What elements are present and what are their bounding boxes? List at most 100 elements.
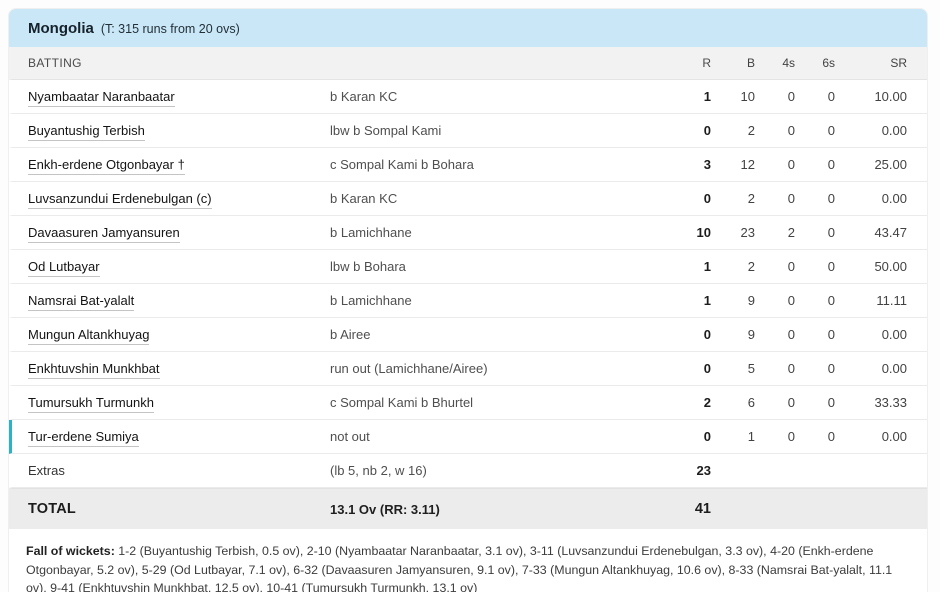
dismissal-text: c Sompal Kami b Bohara bbox=[330, 157, 474, 172]
team-name: Mongolia bbox=[28, 19, 94, 37]
batter-name-cell: Luvsanzundui Erdenebulgan (c) bbox=[28, 191, 330, 209]
batter-row: Davaasuren Jamyansuren b Lamichhane 10 2… bbox=[9, 216, 927, 250]
sixes-value: 0 bbox=[827, 293, 835, 308]
balls-value: 6 bbox=[747, 395, 755, 410]
scorecard-innings-card: Mongolia (T: 315 runs from 20 ovs) BATTI… bbox=[8, 8, 928, 592]
runs-value: 1 bbox=[703, 89, 711, 104]
balls-value: 1 bbox=[747, 429, 755, 444]
column-header-sixes: 6s bbox=[822, 56, 835, 70]
sixes-value: 0 bbox=[827, 429, 835, 444]
strike-rate-value: 50.00 bbox=[874, 259, 907, 274]
strike-rate-value: 10.00 bbox=[874, 89, 907, 104]
fours-value: 2 bbox=[787, 225, 795, 240]
balls-value: 2 bbox=[747, 123, 755, 138]
batter-name-link[interactable]: Tumursukh Turmunkh bbox=[28, 395, 154, 413]
fall-of-wickets-text: 1-2 (Buyantushig Terbish, 0.5 ov), 2-10 … bbox=[26, 544, 893, 592]
balls-value: 2 bbox=[747, 259, 755, 274]
batter-row: Namsrai Bat-yalalt b Lamichhane 1 9 0 0 … bbox=[9, 284, 927, 318]
balls-value: 9 bbox=[747, 293, 755, 308]
batter-name-cell: Tur-erdene Sumiya bbox=[28, 429, 330, 447]
strike-rate-value: 0.00 bbox=[881, 361, 907, 376]
runs-value: 2 bbox=[703, 395, 711, 410]
batter-row: Enkhtuvshin Munkhbat run out (Lamichhane… bbox=[9, 352, 927, 386]
strike-rate-value: 43.47 bbox=[874, 225, 907, 240]
column-header-runs: R bbox=[702, 56, 711, 70]
runs-value: 0 bbox=[703, 429, 711, 444]
runs-value: 0 bbox=[703, 361, 711, 376]
runs-value: 3 bbox=[703, 157, 711, 172]
strike-rate-value: 0.00 bbox=[881, 327, 907, 342]
batter-row: Enkh-erdene Otgonbayar † c Sompal Kami b… bbox=[9, 148, 927, 182]
runs-value: 1 bbox=[703, 259, 711, 274]
column-header-balls: B bbox=[746, 56, 755, 70]
fours-value: 0 bbox=[787, 293, 795, 308]
fours-value: 0 bbox=[787, 327, 795, 342]
balls-value: 9 bbox=[747, 327, 755, 342]
balls-value: 10 bbox=[740, 89, 755, 104]
dismissal-text: run out (Lamichhane/Airee) bbox=[330, 361, 488, 376]
batter-row: Tumursukh Turmunkh c Sompal Kami b Bhurt… bbox=[9, 386, 927, 420]
batter-name-cell: Tumursukh Turmunkh bbox=[28, 395, 330, 413]
batter-name-link[interactable]: Tur-erdene Sumiya bbox=[28, 429, 139, 447]
dismissal-text: b Lamichhane bbox=[330, 225, 412, 240]
batter-row: Buyantushig Terbish lbw b Sompal Kami 0 … bbox=[9, 114, 927, 148]
batter-name-link[interactable]: Buyantushig Terbish bbox=[28, 123, 145, 141]
balls-value: 12 bbox=[740, 157, 755, 172]
batter-name-link[interactable]: Enkh-erdene Otgonbayar † bbox=[28, 157, 185, 175]
balls-value: 23 bbox=[740, 225, 755, 240]
fours-value: 0 bbox=[787, 259, 795, 274]
batter-row: Od Lutbayar lbw b Bohara 1 2 0 0 50.00 bbox=[9, 250, 927, 284]
dismissal-text: c Sompal Kami b Bhurtel bbox=[330, 395, 474, 410]
runs-value: 1 bbox=[703, 293, 711, 308]
sixes-value: 0 bbox=[827, 259, 835, 274]
extras-row: Extras (lb 5, nb 2, w 16) 23 bbox=[9, 454, 927, 488]
strike-rate-value: 0.00 bbox=[881, 429, 907, 444]
strike-rate-value: 0.00 bbox=[881, 191, 907, 206]
batter-name-cell: Buyantushig Terbish bbox=[28, 123, 330, 141]
extras-detail: (lb 5, nb 2, w 16) bbox=[330, 463, 427, 478]
fours-value: 0 bbox=[787, 89, 795, 104]
batter-name-cell: Nyambaatar Naranbaatar bbox=[28, 89, 330, 107]
batter-name-link[interactable]: Luvsanzundui Erdenebulgan (c) bbox=[28, 191, 212, 209]
innings-header: Mongolia (T: 315 runs from 20 ovs) bbox=[9, 9, 927, 47]
batter-name-link[interactable]: Mungun Altankhuyag bbox=[28, 327, 150, 345]
sixes-value: 0 bbox=[827, 123, 835, 138]
dismissal-text: b Karan KC bbox=[330, 89, 398, 104]
sixes-value: 0 bbox=[827, 225, 835, 240]
column-header-strike-rate: SR bbox=[890, 56, 907, 70]
fours-value: 0 bbox=[787, 395, 795, 410]
extras-runs: 23 bbox=[696, 463, 711, 478]
extras-label: Extras bbox=[28, 463, 65, 478]
fall-of-wickets-label: Fall of wickets: bbox=[26, 544, 115, 558]
fours-value: 0 bbox=[787, 191, 795, 206]
balls-value: 2 bbox=[747, 191, 755, 206]
fours-value: 0 bbox=[787, 157, 795, 172]
runs-value: 10 bbox=[696, 225, 711, 240]
batter-name-link[interactable]: Enkhtuvshin Munkhbat bbox=[28, 361, 160, 379]
dismissal-text: b Airee bbox=[330, 327, 371, 342]
batter-name-link[interactable]: Nyambaatar Naranbaatar bbox=[28, 89, 175, 107]
batter-name-cell: Mungun Altankhuyag bbox=[28, 327, 330, 345]
dismissal-text: lbw b Bohara bbox=[330, 259, 406, 274]
total-overs: 13.1 Ov (RR: 3.11) bbox=[330, 501, 440, 517]
batter-name-cell: Namsrai Bat-yalalt bbox=[28, 293, 330, 311]
sixes-value: 0 bbox=[827, 395, 835, 410]
strike-rate-value: 33.33 bbox=[874, 395, 907, 410]
total-label: TOTAL bbox=[28, 501, 76, 517]
sixes-value: 0 bbox=[827, 327, 835, 342]
column-header-batting: BATTING bbox=[28, 56, 82, 70]
column-header-fours: 4s bbox=[782, 56, 795, 70]
total-runs: 41 bbox=[694, 501, 711, 517]
batter-row: Luvsanzundui Erdenebulgan (c) b Karan KC… bbox=[9, 182, 927, 216]
fall-of-wickets: Fall of wickets: 1-2 (Buyantushig Terbis… bbox=[9, 529, 927, 592]
innings-target: (T: 315 runs from 20 ovs) bbox=[100, 21, 240, 36]
batter-name-link[interactable]: Od Lutbayar bbox=[28, 259, 100, 277]
fours-value: 0 bbox=[787, 361, 795, 376]
total-row: TOTAL 13.1 Ov (RR: 3.11) 41 bbox=[9, 488, 927, 529]
batter-row: Nyambaatar Naranbaatar b Karan KC 1 10 0… bbox=[9, 80, 927, 114]
sixes-value: 0 bbox=[827, 361, 835, 376]
batter-name-link[interactable]: Namsrai Bat-yalalt bbox=[28, 293, 135, 311]
batter-name-link[interactable]: Davaasuren Jamyansuren bbox=[28, 225, 180, 243]
strike-rate-value: 0.00 bbox=[881, 123, 907, 138]
sixes-value: 0 bbox=[827, 89, 835, 104]
